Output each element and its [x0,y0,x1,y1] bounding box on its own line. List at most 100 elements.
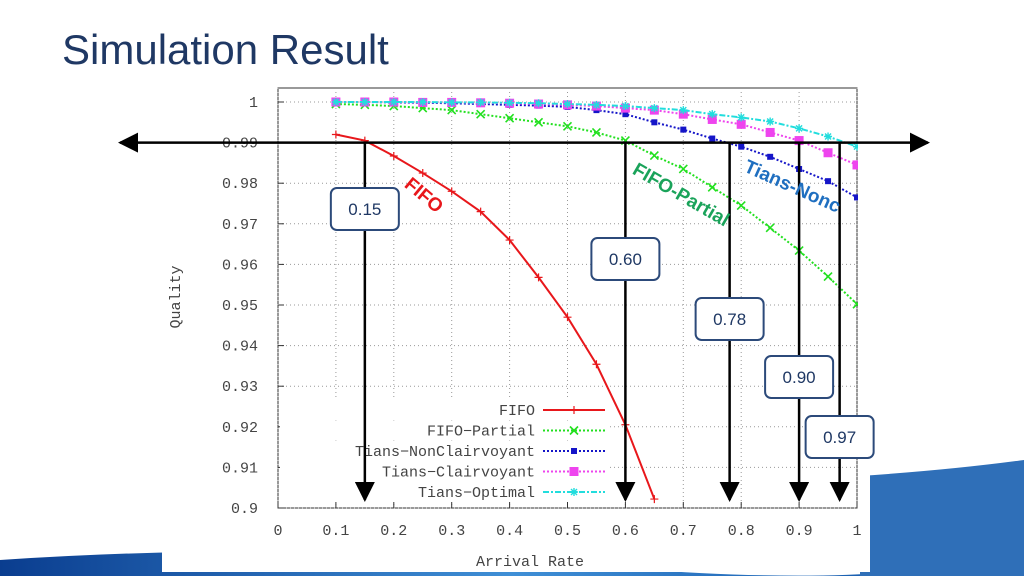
y-tick-label: 0.91 [222,460,258,477]
legend-marker [571,448,577,454]
point [505,98,514,107]
y-tick-label: 1 [249,95,258,112]
point [505,113,515,123]
y-tick-label: 0.9 [231,501,258,518]
point [505,236,514,245]
point [389,151,398,160]
point [825,178,832,185]
point [823,148,833,158]
x-tick-label: 0.6 [612,523,639,540]
point [418,169,427,178]
x-tick-label: 0.4 [496,523,523,540]
point [447,187,456,196]
series-line [335,133,656,500]
point [592,360,601,369]
legend-label: Tians−Clairvoyant [382,465,535,482]
legend-label: FIFO [499,403,535,420]
point [765,127,775,137]
x-tick-label: 0.2 [380,523,407,540]
point [766,117,775,126]
plot-area [331,97,858,504]
marker-label: 0.90 [783,368,816,387]
point [708,110,717,119]
x-axis-label: Arrival Rate [476,554,584,571]
y-tick-label: 0.92 [222,420,258,437]
y-tick-label: 0.97 [222,217,258,234]
x-tick-label: 0.9 [786,523,813,540]
slide-title: Simulation Result [62,26,389,73]
point [360,98,369,106]
point [823,272,833,282]
point [707,182,717,192]
x-tick-label: 0.1 [322,523,349,540]
point [736,200,746,211]
y-tick-label: 0.96 [222,257,258,274]
point [534,273,543,282]
point [678,164,688,174]
point [650,104,659,113]
point [476,109,486,119]
point [680,126,687,133]
point [650,495,659,504]
marker-label: 0.78 [713,310,746,329]
point [737,113,746,122]
legend-marker [570,406,578,414]
point [649,151,659,161]
point [389,98,398,106]
x-tick-label: 0.3 [438,523,465,540]
point [563,313,572,322]
legend-bg [280,441,610,461]
point [765,223,775,233]
x-tick-label: 1 [852,523,861,540]
decor-corner [860,460,1024,576]
y-tick-label: 0.98 [222,176,258,193]
legend-bg [280,461,610,482]
y-tick-label: 0.99 [222,136,258,153]
point [738,143,745,150]
point [622,111,629,118]
marker-box [590,237,661,281]
point [447,105,457,115]
point [679,106,688,115]
point [534,99,543,108]
point [621,102,630,111]
legend-marker [570,488,578,496]
marker-label: 0.60 [609,250,642,269]
point [476,207,485,216]
point [563,100,572,109]
point [533,117,544,127]
point [651,119,658,126]
x-tick-label: 0.5 [554,523,581,540]
point [709,135,716,142]
x-tick-label: 0.7 [670,523,697,540]
point [795,124,804,133]
point [562,121,573,131]
point [331,98,340,106]
legend-bg [280,400,610,420]
legend-marker [569,467,579,476]
y-tick-label: 0.94 [222,339,258,356]
legend-label: Tians−NonClairvoyant [355,444,535,461]
point [736,119,746,129]
point [418,98,427,106]
marker-box [329,187,400,231]
marker-box [694,297,765,341]
marker-box [804,415,875,459]
point [592,100,601,109]
point [767,153,774,160]
y-axis-label: Quality [168,265,185,328]
marker-label: 0.97 [823,428,856,447]
marker-label: 0.15 [348,200,381,219]
legend-marker [569,425,579,436]
point [447,98,456,107]
point [852,160,858,170]
marker-box [764,355,835,399]
point [824,132,833,141]
y-tick-label: 0.93 [222,379,258,396]
y-tick-label: 0.95 [222,298,258,315]
legend-label: FIFO−Partial [427,424,535,441]
point [852,299,858,309]
x-tick-label: 0.8 [728,523,755,540]
x-tick-label: 0 [273,523,282,540]
